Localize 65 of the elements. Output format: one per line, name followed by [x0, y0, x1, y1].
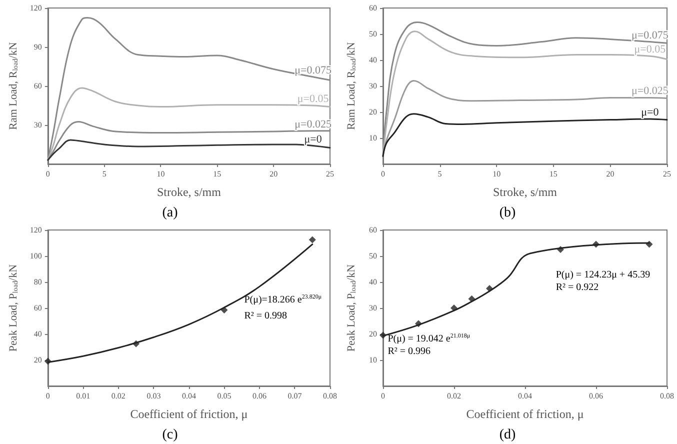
annotation: P(μ) = 124.23μ + 45.39: [556, 270, 650, 281]
x-tick-label: 0.08: [323, 392, 337, 400]
x-tick-label: 15: [549, 170, 558, 178]
x-tick-label: 0.04: [518, 392, 532, 400]
x-tick-label: 0: [381, 170, 385, 178]
text: (d): [499, 428, 516, 442]
y-tick-label: 80: [34, 278, 42, 286]
y-tick-label: 30: [34, 120, 42, 130]
text: (b): [499, 206, 516, 220]
y-tick-label: 20: [369, 330, 377, 338]
y-tick-label: 60: [369, 226, 377, 234]
x-tick-label: 10: [492, 170, 501, 178]
x-tick-label: 20: [606, 170, 614, 178]
y-tick-label: 40: [369, 56, 377, 64]
x-tick-label: 0.05: [217, 392, 232, 400]
x-tick-label: 0.02: [447, 392, 461, 400]
y-tick-label: 100: [30, 252, 42, 260]
y-tick-label: 30: [369, 82, 377, 90]
x-tick-label: 25: [326, 170, 334, 178]
y-tick-label: 10: [369, 356, 377, 364]
y-tick-label: 50: [369, 252, 377, 260]
annotation: R² = 0.922: [556, 282, 599, 294]
x-tick-label: 5: [438, 170, 442, 178]
x-tick-label: 20: [270, 170, 278, 178]
y-tick-label: 90: [34, 42, 42, 52]
x-tick-label: 25: [663, 170, 671, 178]
x-tick-label: 0: [381, 392, 385, 400]
x-axis-title: Stroke, s/mm: [156, 185, 222, 199]
y-tick-label: 40: [34, 330, 42, 338]
annotation: R² = 0.998: [244, 310, 288, 322]
y-tick-label: 20: [34, 356, 42, 364]
y-tick-label: 40: [369, 278, 377, 286]
x-tick-label: 0: [46, 170, 50, 178]
point: [308, 236, 316, 244]
annotation: R² = 0.996: [388, 346, 431, 358]
y-tick-label: 10: [369, 134, 377, 142]
text: (c): [162, 428, 178, 442]
x-tick-label: 0.06: [589, 392, 603, 400]
x-axis-title: Stroke, s/mm: [492, 185, 558, 199]
y-tick-label: 60: [34, 304, 42, 312]
y-tick-label: 50: [369, 30, 377, 38]
x-tick-label: 5: [102, 170, 106, 178]
x-tick-label: 0.01: [76, 392, 90, 400]
x-tick-label: 10: [156, 170, 165, 178]
x-tick-label: 0.06: [252, 392, 266, 400]
x-axis-title: Coefficient of friction, μ: [130, 407, 248, 421]
x-tick-label: 0: [46, 392, 50, 400]
series-label: μ=0.05: [634, 44, 666, 56]
y-tick-label: 30: [369, 304, 377, 312]
series-label: μ=0.05: [297, 93, 330, 105]
y-tick-label: 20: [369, 108, 377, 116]
series-label: μ=0: [641, 106, 660, 119]
text: (a): [162, 206, 178, 220]
x-axis-title: Coefficient of friction, μ: [466, 407, 584, 421]
x-tick-label: 0.08: [660, 392, 674, 400]
x-tick-label: 0.03: [146, 392, 161, 400]
y-tick-label: 120: [30, 4, 42, 12]
x-tick-label: 0.04: [182, 392, 196, 400]
y-tick-label: 60: [34, 82, 42, 90]
y-tick-label: 120: [30, 226, 42, 234]
x-tick-label: 0.07: [288, 392, 302, 400]
series-label: μ=0: [304, 133, 322, 146]
x-tick-label: 0.02: [111, 392, 126, 400]
y-tick-label: 60: [369, 4, 377, 12]
x-tick-label: 15: [213, 170, 222, 178]
